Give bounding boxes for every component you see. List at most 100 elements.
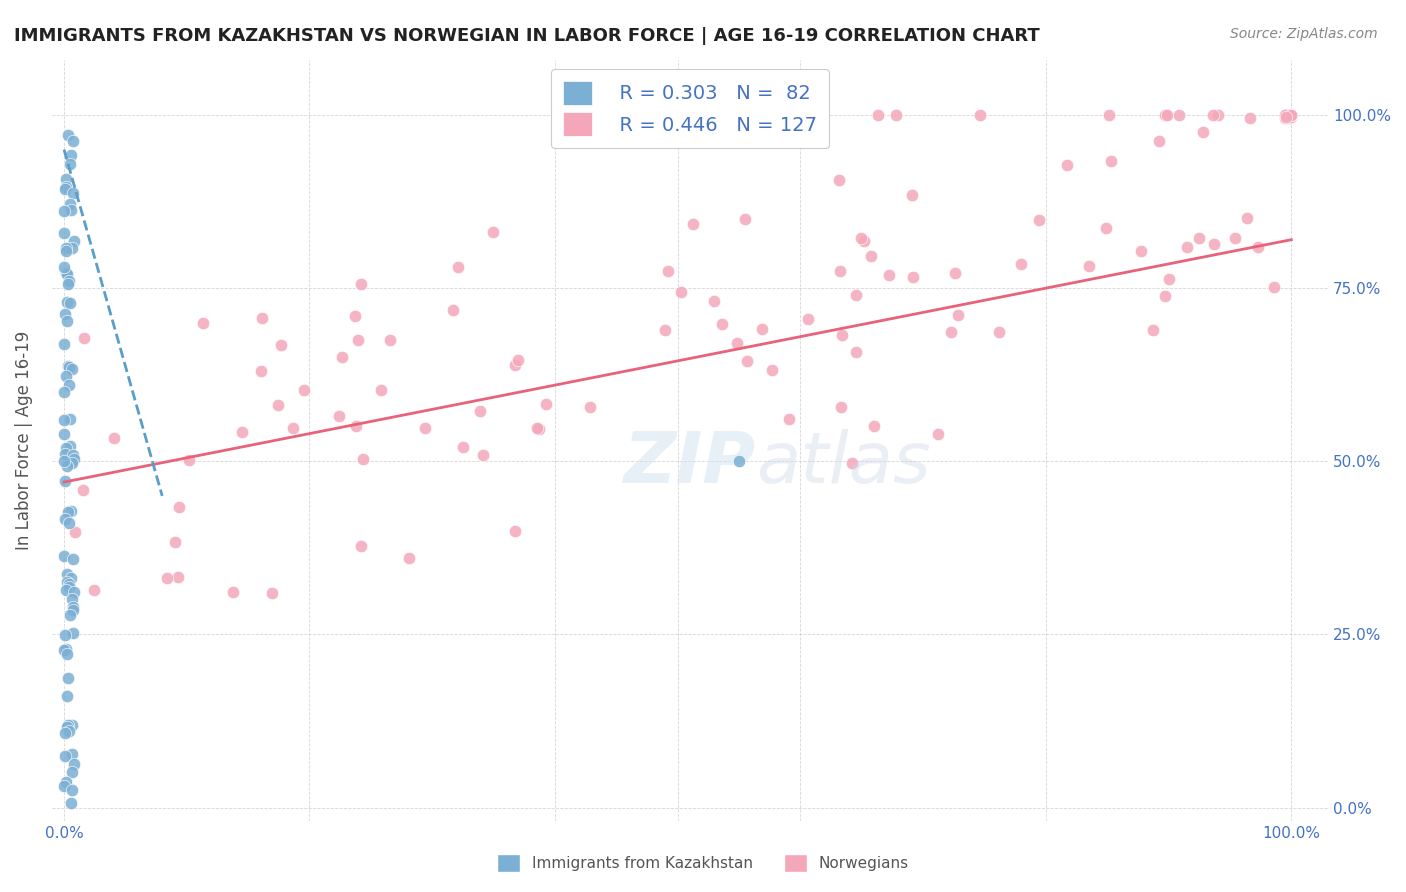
Immigrants from Kazakhstan bbox=[55, 720, 77, 734]
Norwegians bbox=[1239, 112, 1261, 126]
Immigrants from Kazakhstan bbox=[53, 549, 76, 563]
Norwegians bbox=[853, 234, 876, 248]
Norwegians bbox=[222, 585, 245, 599]
Norwegians bbox=[441, 302, 464, 317]
Immigrants from Kazakhstan bbox=[53, 226, 76, 240]
Norwegians bbox=[59, 453, 82, 467]
Immigrants from Kazakhstan bbox=[58, 505, 80, 519]
Immigrants from Kazakhstan bbox=[56, 128, 79, 142]
Norwegians bbox=[1279, 108, 1302, 122]
Norwegians bbox=[827, 173, 849, 187]
Immigrants from Kazakhstan bbox=[58, 516, 80, 531]
Norwegians bbox=[657, 264, 679, 278]
Immigrants from Kazakhstan bbox=[55, 180, 77, 194]
Immigrants from Kazakhstan bbox=[53, 511, 76, 525]
Text: ZIP: ZIP bbox=[624, 429, 756, 498]
Immigrants from Kazakhstan bbox=[62, 234, 84, 248]
Immigrants from Kazakhstan bbox=[62, 756, 84, 771]
Immigrants from Kazakhstan bbox=[62, 134, 84, 148]
Immigrants from Kazakhstan bbox=[59, 202, 82, 217]
Norwegians bbox=[1277, 108, 1299, 122]
Immigrants from Kazakhstan bbox=[53, 447, 76, 461]
Norwegians bbox=[901, 188, 924, 202]
Immigrants from Kazakhstan bbox=[59, 504, 82, 518]
Norwegians bbox=[328, 409, 350, 424]
Norwegians bbox=[281, 420, 304, 434]
Norwegians bbox=[682, 218, 704, 232]
Norwegians bbox=[1275, 108, 1298, 122]
Norwegians bbox=[703, 293, 725, 308]
Norwegians bbox=[1202, 108, 1225, 122]
Norwegians bbox=[350, 277, 373, 291]
Norwegians bbox=[1167, 108, 1189, 122]
Norwegians bbox=[969, 108, 991, 122]
Immigrants from Kazakhstan bbox=[55, 642, 77, 657]
Norwegians bbox=[1154, 289, 1177, 303]
Immigrants from Kazakhstan bbox=[56, 672, 79, 686]
Norwegians bbox=[1192, 125, 1215, 139]
Norwegians bbox=[398, 550, 420, 565]
Immigrants from Kazakhstan bbox=[59, 439, 82, 453]
Immigrants from Kazakhstan bbox=[60, 362, 83, 376]
Immigrants from Kazakhstan bbox=[58, 378, 80, 392]
Norwegians bbox=[901, 270, 924, 285]
Norwegians bbox=[1188, 231, 1211, 245]
Norwegians bbox=[72, 483, 94, 497]
Immigrants from Kazakhstan bbox=[59, 412, 82, 426]
Norwegians bbox=[1236, 211, 1258, 226]
Immigrants from Kazakhstan bbox=[53, 749, 76, 764]
Immigrants from Kazakhstan bbox=[53, 642, 76, 657]
Immigrants from Kazakhstan bbox=[60, 241, 83, 255]
Norwegians bbox=[1097, 108, 1119, 122]
Immigrants from Kazakhstan bbox=[55, 368, 77, 383]
Norwegians bbox=[260, 585, 283, 599]
Norwegians bbox=[946, 309, 969, 323]
Norwegians bbox=[868, 108, 890, 122]
Immigrants from Kazakhstan bbox=[53, 182, 76, 196]
Norwegians bbox=[468, 404, 491, 418]
Immigrants from Kazakhstan bbox=[62, 599, 84, 614]
Immigrants from Kazakhstan bbox=[53, 474, 76, 488]
Norwegians bbox=[103, 431, 125, 445]
Text: atlas: atlas bbox=[756, 429, 931, 498]
Norwegians bbox=[1274, 110, 1296, 124]
Norwegians bbox=[167, 500, 190, 515]
Norwegians bbox=[1274, 108, 1296, 122]
Immigrants from Kazakhstan bbox=[62, 626, 84, 640]
Norwegians bbox=[344, 418, 367, 433]
Immigrants from Kazakhstan bbox=[53, 260, 76, 275]
Norwegians bbox=[761, 363, 783, 377]
Immigrants from Kazakhstan bbox=[56, 718, 79, 732]
Norwegians bbox=[526, 421, 548, 435]
Immigrants from Kazakhstan bbox=[55, 726, 77, 740]
Norwegians bbox=[1279, 108, 1302, 122]
Norwegians bbox=[65, 524, 87, 539]
Norwegians bbox=[1095, 220, 1118, 235]
Immigrants from Kazakhstan bbox=[62, 449, 84, 463]
Immigrants from Kazakhstan bbox=[56, 267, 79, 281]
Immigrants from Kazakhstan bbox=[55, 267, 77, 281]
Norwegians bbox=[1154, 108, 1177, 122]
Norwegians bbox=[252, 310, 274, 325]
Immigrants from Kazakhstan bbox=[56, 458, 79, 473]
Immigrants from Kazakhstan bbox=[62, 603, 84, 617]
Immigrants from Kazakhstan bbox=[58, 277, 80, 292]
Norwegians bbox=[330, 350, 353, 364]
Norwegians bbox=[1279, 108, 1302, 122]
Norwegians bbox=[267, 398, 290, 412]
Norwegians bbox=[481, 226, 503, 240]
Norwegians bbox=[877, 268, 900, 282]
Norwegians bbox=[828, 264, 851, 278]
Norwegians bbox=[536, 397, 558, 411]
Immigrants from Kazakhstan bbox=[55, 582, 77, 597]
Norwegians bbox=[1010, 257, 1032, 271]
Immigrants from Kazakhstan bbox=[56, 314, 79, 328]
Norwegians bbox=[193, 316, 215, 330]
Norwegians bbox=[370, 383, 392, 397]
Norwegians bbox=[1274, 111, 1296, 125]
Legend:   R = 0.303   N =  82,   R = 0.446   N = 127: R = 0.303 N = 82, R = 0.446 N = 127 bbox=[551, 70, 830, 148]
Norwegians bbox=[751, 322, 773, 336]
Immigrants from Kazakhstan bbox=[53, 385, 76, 400]
Norwegians bbox=[734, 212, 756, 227]
Immigrants from Kazakhstan bbox=[58, 274, 80, 288]
